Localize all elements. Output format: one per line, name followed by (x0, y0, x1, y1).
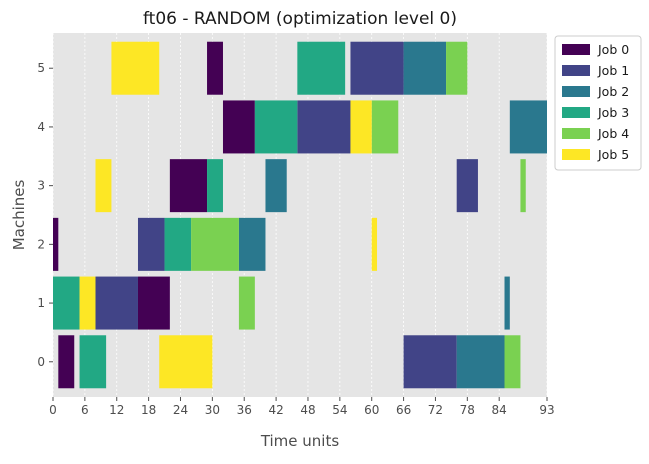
x-tick-label: 6 (81, 403, 89, 417)
x-tick-label: 30 (205, 403, 220, 417)
x-tick-label: 54 (332, 403, 347, 417)
x-tick-label: 60 (364, 403, 379, 417)
legend-swatch (562, 44, 590, 55)
y-axis-title: Machines (10, 180, 28, 251)
task-bar (53, 276, 80, 330)
task-bar (95, 159, 112, 213)
task-bar (371, 100, 399, 154)
task-bar (222, 100, 255, 154)
legend-swatch (562, 149, 590, 160)
task-bar (371, 217, 378, 271)
legend-swatch (562, 107, 590, 118)
task-bar (297, 41, 346, 95)
task-bar (159, 335, 213, 389)
task-bar (509, 100, 547, 154)
task-bar (95, 276, 138, 330)
x-tick-label: 48 (300, 403, 315, 417)
task-bar (504, 276, 510, 330)
task-bar (164, 217, 192, 271)
task-bar (520, 159, 526, 213)
task-bar (504, 335, 521, 389)
task-bar (297, 100, 351, 154)
task-bar (446, 41, 468, 95)
legend-swatch (562, 86, 590, 97)
x-tick-label: 42 (268, 403, 283, 417)
task-bar (169, 159, 208, 213)
task-bar (137, 276, 170, 330)
task-bar (238, 276, 255, 330)
task-bar (111, 41, 160, 95)
x-tick-label: 78 (460, 403, 475, 417)
legend-label: Job 2 (597, 84, 629, 99)
task-bar (191, 217, 239, 271)
x-axis-title: Time units (260, 432, 340, 450)
legend-label: Job 1 (597, 63, 629, 78)
legend-label: Job 5 (597, 147, 629, 162)
task-bar (58, 335, 75, 389)
y-tick-label: 1 (37, 296, 45, 310)
x-tick-label: 24 (173, 403, 188, 417)
legend-swatch (562, 128, 590, 139)
task-bar (265, 159, 287, 213)
x-tick-label: 36 (237, 403, 252, 417)
y-tick-label: 5 (37, 61, 45, 75)
x-axis-ticks: 0 6 12 18 24 30 36 42 48 54 60 66 72 78 84 93 (49, 397, 555, 417)
legend-label: Job 4 (597, 126, 629, 141)
task-bar (350, 100, 372, 154)
task-bar (254, 100, 298, 154)
task-bar (207, 159, 223, 213)
x-tick-label: 66 (396, 403, 411, 417)
legend-label: Job 3 (597, 105, 629, 120)
task-bar (79, 276, 96, 330)
legend: Job 0 Job 1 Job 2 Job 3 Job 4 Job 5 (554, 35, 642, 171)
legend-label: Job 0 (597, 42, 629, 57)
task-bar (403, 335, 457, 389)
y-axis-ticks: 0 1 2 3 4 5 (37, 61, 53, 369)
task-bar (456, 159, 478, 213)
x-tick-label: 12 (109, 403, 124, 417)
x-tick-label: 72 (428, 403, 443, 417)
legend-swatch (562, 65, 590, 76)
x-tick-label: 18 (141, 403, 156, 417)
y-tick-label: 2 (37, 237, 45, 251)
task-bar (403, 41, 447, 95)
y-tick-label: 0 (37, 355, 45, 369)
y-tick-label: 3 (37, 179, 45, 193)
y-tick-label: 4 (37, 120, 45, 134)
task-bar (456, 335, 505, 389)
task-bar (53, 217, 59, 271)
chart-title: ft06 - RANDOM (optimization level 0) (143, 9, 457, 29)
task-bar (207, 41, 223, 95)
task-bar (350, 41, 404, 95)
x-tick-label: 93 (539, 403, 554, 417)
task-bar (79, 335, 107, 389)
task-bars (53, 41, 547, 389)
task-bar (238, 217, 266, 271)
x-tick-label: 0 (49, 403, 57, 417)
x-tick-label: 84 (492, 403, 507, 417)
task-bar (137, 217, 165, 271)
